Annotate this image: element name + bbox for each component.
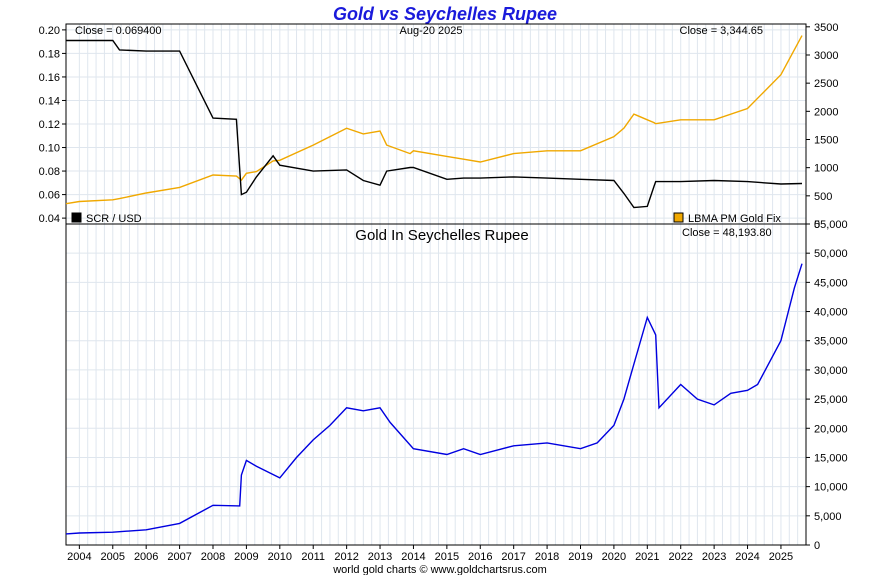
bottom-panel-title: Gold In Seychelles Rupee — [355, 227, 528, 244]
y-right-tick-label: 3000 — [814, 50, 838, 62]
y-left-tick-label: 0.14 — [39, 95, 60, 107]
x-tick-label: 2005 — [101, 551, 125, 563]
legend-swatch-scr — [71, 212, 82, 223]
x-tick-label: 2008 — [201, 551, 225, 563]
x-tick-label: 2016 — [468, 551, 492, 563]
x-tick-label: 2021 — [635, 551, 659, 563]
x-tick-label: 2004 — [67, 551, 91, 563]
x-tick-label: 2010 — [268, 551, 292, 563]
y-right-tick-label: 3500 — [814, 22, 838, 34]
series-line-gold — [65, 35, 803, 205]
y-left-tick-label: 0.20 — [39, 25, 60, 37]
legend-label-gold: LBMA PM Gold Fix — [688, 213, 781, 225]
series-line-scr-usd — [66, 39, 803, 209]
y-bottom-tick-label: 10,000 — [814, 482, 848, 494]
y-bottom-tick-label: 35,000 — [814, 336, 848, 348]
y-bottom-tick-label: 40,000 — [814, 307, 848, 319]
series-layer — [65, 35, 803, 535]
x-tick-label: 2009 — [234, 551, 258, 563]
y-right-tick-label: 1500 — [814, 134, 838, 146]
date-label: Aug-20 2025 — [400, 25, 463, 37]
y-right-tick-label: 2500 — [814, 78, 838, 90]
gold-scr-close-label: Close = 48,193.80 — [682, 227, 772, 239]
y-right-tick-label: 1000 — [814, 163, 838, 175]
x-tick-label: 2019 — [568, 551, 592, 563]
gold-close-label: Close = 3,344.65 — [680, 25, 763, 37]
series-line-gold-in-scr — [65, 263, 803, 535]
x-tick-label: 2015 — [435, 551, 459, 563]
y-bottom-tick-label: 20,000 — [814, 423, 848, 435]
y-left-tick-label: 0.12 — [39, 119, 60, 131]
y-left-tick-label: 0.16 — [39, 72, 60, 84]
legend-swatch-gold — [673, 212, 684, 223]
x-tick-label: 2017 — [501, 551, 525, 563]
y-bottom-tick-label: 45,000 — [814, 277, 848, 289]
y-left-tick-label: 0.18 — [39, 48, 60, 60]
x-tick-label: 2012 — [334, 551, 358, 563]
x-tick-label: 2025 — [769, 551, 793, 563]
legend-label-scr: SCR / USD — [86, 213, 142, 225]
y-bottom-tick-label: 15,000 — [814, 452, 848, 464]
y-left-tick-label: 0.04 — [39, 213, 60, 225]
x-tick-label: 2014 — [401, 551, 425, 563]
y-left-tick-label: 0.08 — [39, 166, 60, 178]
scr-close-label: Close = 0.069400 — [75, 25, 162, 37]
grid-layer — [66, 24, 807, 546]
footer-credit: world gold charts © www.goldchartsrus.co… — [332, 564, 547, 575]
y-bottom-tick-label: 55,000 — [814, 219, 848, 231]
x-tick-label: 2006 — [134, 551, 158, 563]
y-left-tick-label: 0.06 — [39, 190, 60, 202]
x-tick-label: 2024 — [735, 551, 759, 563]
x-tick-label: 2011 — [301, 551, 325, 563]
y-right-tick-label: 2000 — [814, 106, 838, 118]
x-tick-label: 2023 — [702, 551, 726, 563]
bottom-panel-frame — [65, 223, 807, 546]
tick-layer: 2004 2005 2006 2007 2008 2009 2010 2011 2012 2013… — [39, 22, 848, 563]
x-tick-label: 2020 — [602, 551, 626, 563]
y-bottom-tick-label: 25,000 — [814, 394, 848, 406]
y-bottom-tick-label: 50,000 — [814, 248, 848, 260]
x-tick-label: 2007 — [167, 551, 191, 563]
y-left-tick-label: 0.10 — [39, 143, 60, 155]
y-right-tick-label: 0 — [814, 219, 820, 231]
x-tick-label: 2018 — [535, 551, 559, 563]
x-tick-label: 2013 — [368, 551, 392, 563]
chart-title: Gold vs Seychelles Rupee — [333, 4, 557, 24]
y-bottom-tick-label: 30,000 — [814, 365, 848, 377]
x-tick-label: 2022 — [668, 551, 692, 563]
y-bottom-tick-label: 0 — [814, 540, 820, 552]
y-right-tick-label: 500 — [814, 191, 832, 203]
y-bottom-tick-label: 5,000 — [814, 511, 842, 523]
